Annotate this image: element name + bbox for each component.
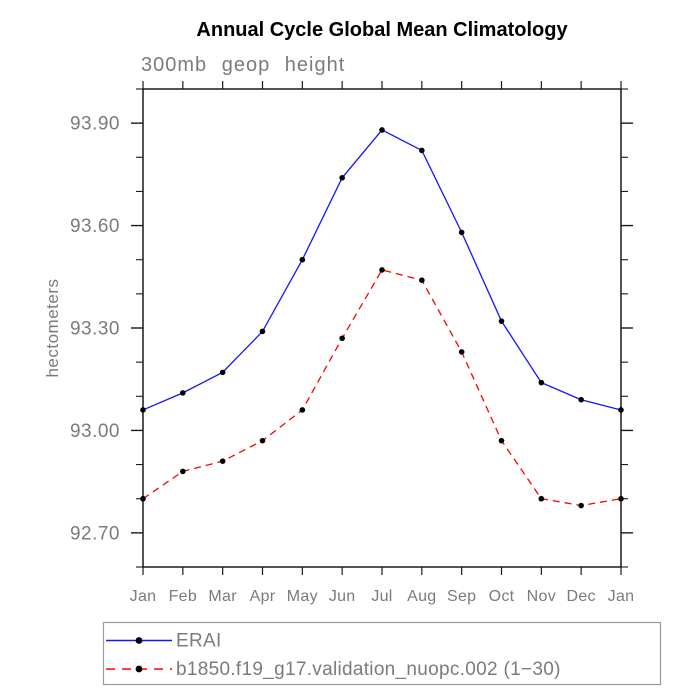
x-tick-label: Feb [169, 588, 197, 605]
data-point [618, 407, 624, 413]
axes-layer: Jan Feb Mar Apr May Jun Jul Aug Sep Oct Nov Dec Jan 9… [70, 81, 634, 605]
legend: ERAI b1850.f19_g17.validation_nuopc.002 … [102, 621, 662, 686]
data-point [578, 396, 584, 403]
x-tick-label: Jan [608, 588, 635, 605]
data-point [180, 468, 186, 475]
data-point [419, 147, 425, 154]
y-tick-label: 92.70 [70, 523, 120, 544]
data-point [140, 407, 146, 413]
data-point [219, 458, 226, 464]
legend-box [102, 621, 662, 686]
data-point [180, 390, 186, 396]
y-tick-label: 93.30 [70, 319, 120, 340]
data-point [299, 407, 306, 413]
x-tick-label: Apr [250, 588, 276, 605]
data-point [219, 369, 226, 376]
data-point [419, 277, 425, 284]
data-point [259, 328, 266, 335]
legend-label-erai: ERAI [176, 631, 222, 652]
data-point [538, 495, 545, 502]
chart-subtitle: 300mb geop height [141, 54, 345, 76]
data-point [259, 437, 266, 444]
data-point [458, 349, 465, 355]
data-point [339, 335, 345, 342]
data-point [299, 256, 306, 263]
y-tick-label: 93.60 [70, 216, 120, 237]
data-point [618, 495, 624, 502]
series-line-1 [142, 269, 622, 507]
data-point [140, 495, 146, 502]
series-layer [140, 127, 624, 509]
data-point [538, 379, 545, 386]
data-point [458, 229, 465, 236]
chart-title: Annual Cycle Global Mean Climatology [196, 19, 568, 41]
legend-marker-model [135, 665, 143, 673]
x-tick-label: Jan [130, 588, 157, 605]
x-tick-label: Nov [527, 588, 556, 605]
plot-frame [142, 88, 622, 568]
x-tick-label: Aug [407, 588, 436, 605]
legend-label-model: b1850.f19_g17.validation_nuopc.002 (1−30… [176, 659, 561, 680]
y-tick-label: 93.90 [70, 114, 120, 135]
legend-marker-erai [135, 637, 143, 644]
data-point [379, 267, 385, 273]
data-point [578, 502, 584, 509]
data-point [498, 437, 505, 444]
data-point [498, 318, 505, 324]
x-tick-label: May [287, 588, 318, 605]
x-tick-label: Oct [489, 588, 515, 605]
y-axis-label: hectometers [43, 278, 62, 377]
x-tick-label: Mar [208, 588, 237, 605]
y-tick-label: 93.00 [70, 421, 120, 442]
x-tick-label: Jul [371, 588, 392, 605]
x-tick-label: Sep [447, 588, 476, 605]
data-point [339, 174, 345, 181]
x-tick-label: Jun [329, 588, 356, 605]
data-point [379, 127, 385, 133]
x-tick-label: Dec [566, 588, 595, 605]
